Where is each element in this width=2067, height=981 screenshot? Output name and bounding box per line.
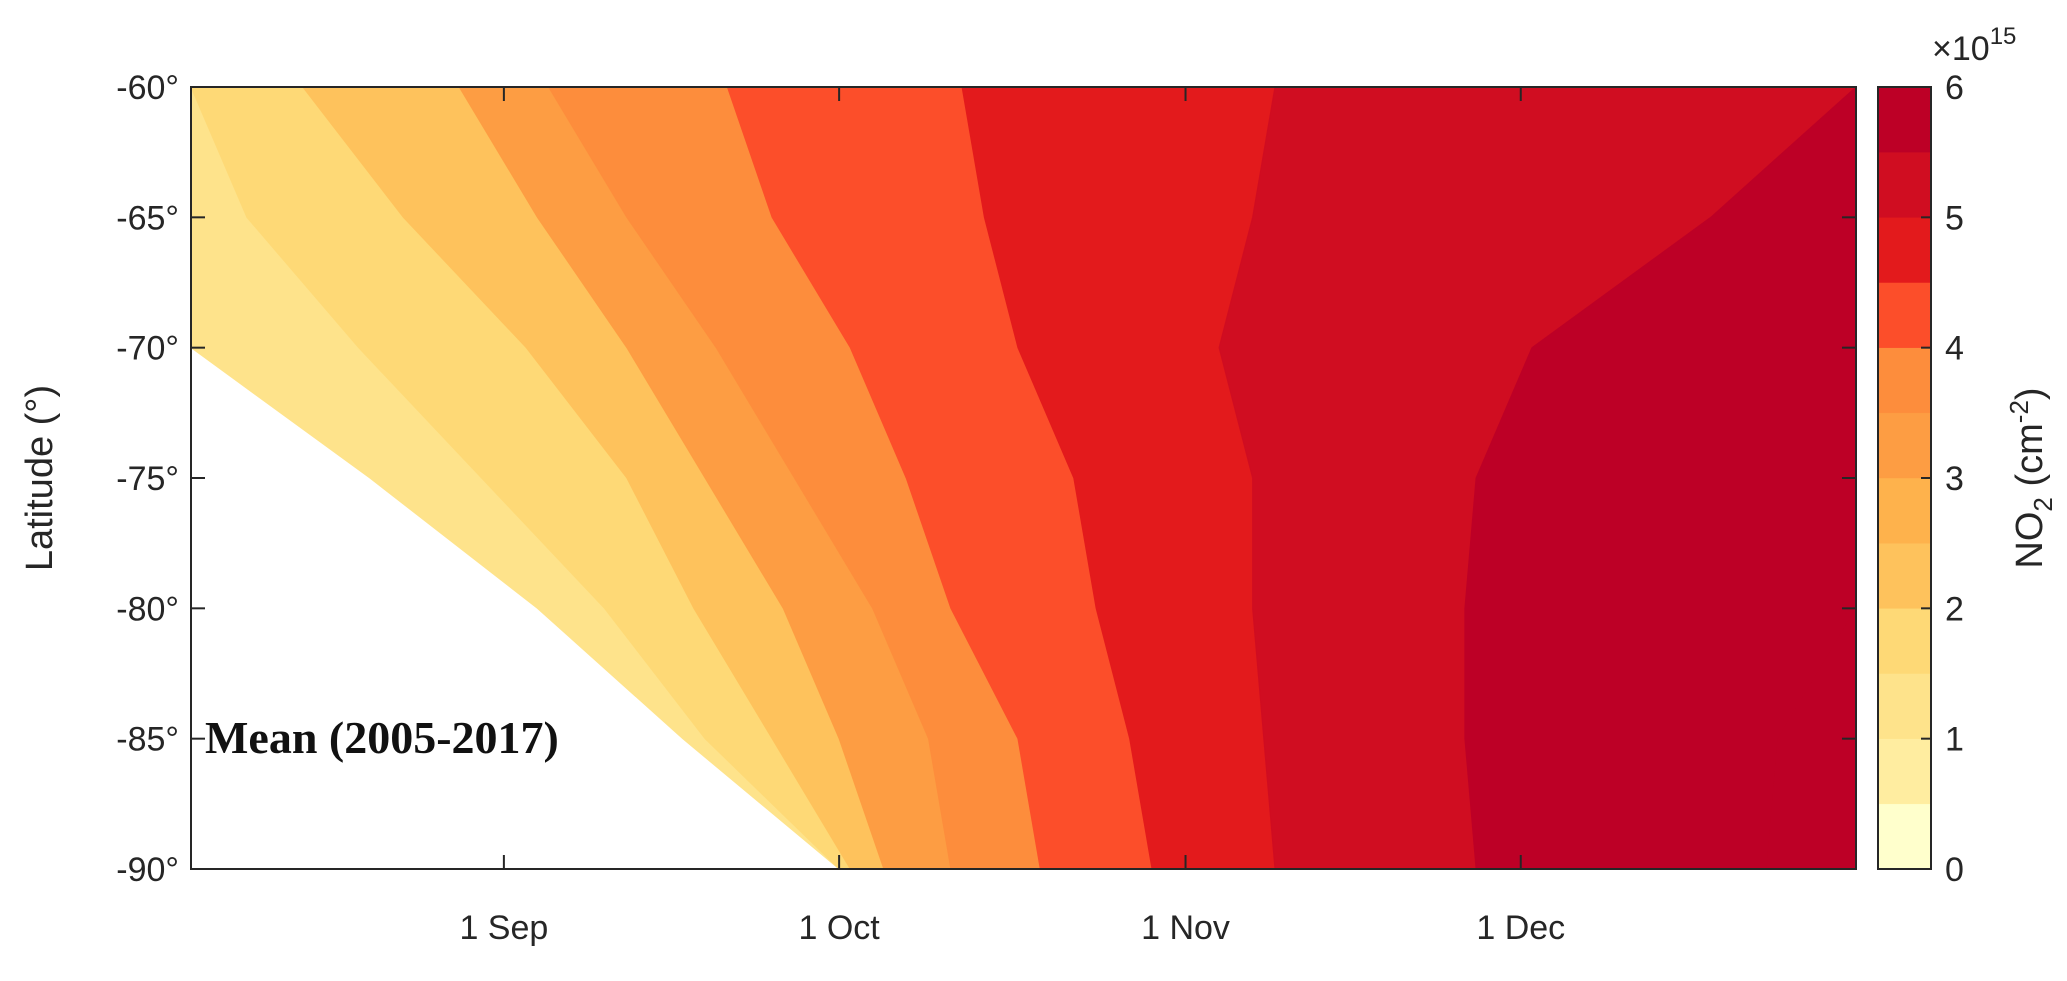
- colorbar-swatch-10: [1877, 151, 1932, 218]
- colorbar-title-unit: (cm: [2009, 423, 2051, 497]
- colorbar-swatch-8: [1877, 282, 1932, 348]
- colorbar-swatch-9: [1877, 217, 1932, 283]
- x-axis: 1 Sep 1 Oct 1 Nov 1 Dec: [459, 87, 1565, 947]
- colorbar-title: NO2 (cm-2): [2004, 387, 2058, 568]
- colorbar-tick-label: 4: [1945, 330, 1964, 368]
- y-tick-label: -65°: [116, 199, 179, 237]
- colorbar-tick-label: 1: [1945, 721, 1964, 759]
- colorbar-swatch-6: [1877, 412, 1932, 479]
- y-tick-label: -85°: [116, 721, 179, 759]
- colorbar-swatch-3: [1877, 608, 1932, 674]
- x-tick-label: 1 Nov: [1141, 909, 1230, 947]
- plot-area: 1 Sep 1 Oct 1 Nov 1 Dec -60° -65° -70° -75° -80…: [19, 69, 1857, 947]
- y-axis-title: Latitude (°): [19, 385, 61, 571]
- x-tick-label: 1 Sep: [459, 909, 548, 947]
- colorbar-title-main: NO: [2009, 512, 2051, 569]
- colorbar-exponent-power: 15: [1990, 23, 2017, 50]
- colorbar-tick-label: 0: [1945, 851, 1964, 889]
- colorbar-tick-label: 6: [1945, 69, 1964, 107]
- colorbar-swatch-11: [1877, 86, 1932, 153]
- colorbar-exponent: ×1015: [1932, 23, 2016, 68]
- x-tick-label: 1 Oct: [798, 909, 880, 947]
- contour-bands: [191, 87, 1856, 869]
- colorbar-swatch-7: [1877, 347, 1932, 414]
- y-tick-label: -80°: [116, 590, 179, 628]
- colorbar-exponent-base: ×10: [1932, 30, 1990, 68]
- x-tick-label: 1 Dec: [1476, 909, 1565, 947]
- colorbar-tick-label: 3: [1945, 460, 1964, 498]
- y-tick-label: -75°: [116, 460, 179, 498]
- colorbar-title-sup: -2: [2004, 400, 2034, 423]
- colorbar-tick-label: 5: [1945, 199, 1964, 237]
- contour-band-9: [1464, 87, 1856, 869]
- colorbar-swatch-5: [1877, 477, 1932, 544]
- colorbar-swatch-1: [1877, 738, 1932, 805]
- colorbar-tick-label: 2: [1945, 590, 1964, 628]
- colorbar-swatch-0: [1877, 803, 1932, 870]
- colorbar-title-close: ): [2009, 387, 2051, 400]
- colorbar-swatch-4: [1877, 542, 1932, 609]
- contour-band-max: [1766, 87, 1856, 869]
- y-tick-label: -70°: [116, 330, 179, 368]
- y-tick-label: -60°: [116, 69, 179, 107]
- y-tick-label: -90°: [116, 851, 179, 889]
- chart-annotation: Mean (2005-2017): [205, 712, 559, 763]
- y-axis: -60° -65° -70° -75° -80° -85° -90°: [116, 69, 1856, 889]
- colorbar-title-sub: 2: [2028, 497, 2058, 511]
- colorbar-ticks: 0 1 2 3 4 5 6: [1921, 69, 1964, 889]
- colorbar-swatch-2: [1877, 673, 1932, 739]
